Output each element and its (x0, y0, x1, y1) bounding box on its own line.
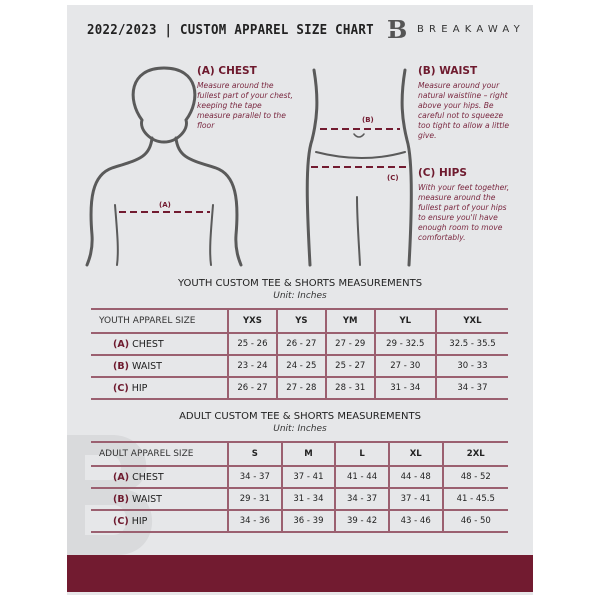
cell: 34 - 37 (227, 465, 282, 488)
cell: 37 - 41 (280, 465, 336, 488)
table-row: (C) HIP 34 - 36 36 - 39 39 - 42 43 - 46 46 -… (91, 509, 508, 533)
cell: 27 - 28 (275, 376, 326, 400)
cell: 30 - 33 (434, 354, 508, 377)
page-title: 2022/2023 | CUSTOM APPAREL SIZE CHART (87, 22, 374, 38)
cell: 43 - 46 (387, 509, 443, 533)
cell: 37 - 41 (387, 487, 443, 510)
adult-size-table: ADULT APPAREL SIZE S M L XL 2XL (A) CHES… (91, 441, 508, 533)
size-header: XL (387, 441, 443, 466)
adult-unit: Unit: Inches (273, 424, 327, 434)
youth-table-title: YOUTH CUSTOM TEE & SHORTS MEASUREMENTS (177, 278, 423, 289)
cell: 48 - 52 (441, 465, 508, 488)
header-label: ADULT APPAREL SIZE (91, 441, 228, 466)
table-row: (B) WAIST 23 - 24 24 - 25 25 - 27 27 - 30 30… (91, 354, 508, 377)
size-header: 2XL (441, 441, 508, 466)
adult-table-title: ADULT CUSTOM TEE & SHORTS MEASUREMENTS (179, 411, 421, 422)
cell: 39 - 42 (334, 509, 389, 533)
body-figures: (A) (B) (C) (85, 66, 413, 267)
logo-letter: B (387, 18, 407, 42)
footer-band (67, 555, 533, 592)
cell: 32.5 - 35.5 (434, 332, 508, 355)
cell: 36 - 39 (280, 509, 336, 533)
waist-heading: (B) WAIST (418, 65, 478, 77)
waist-text: Measure around your natural waistline – … (418, 81, 509, 140)
waist-marker: (B) (362, 116, 374, 124)
cell: 31 - 34 (280, 487, 336, 510)
hips-instructions: (C) HIPS With your feet together, measur… (418, 167, 516, 243)
youth-size-table: YOUTH APPAREL SIZE YXS YS YM YL YXL (A) … (91, 308, 508, 400)
cell: 25 - 27 (324, 354, 375, 377)
row-label: (A) CHEST (91, 332, 228, 355)
row-label: (C) HIP (91, 376, 228, 400)
cell: 25 - 26 (227, 332, 277, 355)
waist-instructions: (B) WAIST Measure around your natural wa… (418, 65, 516, 141)
hips-text: With your feet together, measure around … (418, 183, 510, 242)
size-header: S (227, 441, 282, 466)
cell: 24 - 25 (275, 354, 326, 377)
table-header-row: ADULT APPAREL SIZE S M L XL 2XL (91, 441, 508, 466)
cell: 41 - 44 (334, 465, 389, 488)
size-header: YS (275, 308, 326, 333)
cell: 41 - 45.5 (441, 487, 508, 510)
brand-name: BREAKAWAY (417, 24, 525, 35)
table-row: (A) CHEST 25 - 26 26 - 27 27 - 29 29 - 32.5… (91, 332, 508, 355)
table-row: (C) HIP 26 - 27 27 - 28 28 - 31 31 - 34 34 -… (91, 376, 508, 400)
cell: 34 - 36 (227, 509, 282, 533)
cell: 44 - 48 (387, 465, 443, 488)
size-chart-page: 2022/2023 | CUSTOM APPAREL SIZE CHART B … (67, 5, 533, 595)
cell: 27 - 30 (373, 354, 436, 377)
table-row: (B) WAIST 29 - 31 31 - 34 34 - 37 37 - 41 41… (91, 487, 508, 510)
upper-body-outline-icon (85, 66, 243, 267)
size-header: M (280, 441, 336, 466)
chest-instructions: (A) CHEST Measure around the fullest par… (197, 65, 297, 131)
cell: 26 - 27 (227, 376, 277, 400)
size-header: L (334, 441, 389, 466)
chest-marker: (A) (159, 201, 171, 209)
cell: 27 - 29 (324, 332, 375, 355)
cell: 34 - 37 (434, 376, 508, 400)
row-label: (A) CHEST (91, 465, 228, 488)
hips-heading: (C) HIPS (418, 167, 467, 179)
row-label: (B) WAIST (91, 354, 228, 377)
cell: 31 - 34 (373, 376, 436, 400)
youth-unit: Unit: Inches (273, 291, 327, 301)
chest-text: Measure around the fullest part of your … (197, 81, 293, 130)
row-label: (B) WAIST (91, 487, 228, 510)
header-label: YOUTH APPAREL SIZE (91, 308, 228, 333)
row-label: (C) HIP (91, 509, 228, 533)
lower-body-outline-icon (305, 68, 413, 267)
chest-heading: (A) CHEST (197, 65, 257, 77)
cell: 46 - 50 (441, 509, 508, 533)
size-header: YM (324, 308, 375, 333)
cell: 34 - 37 (334, 487, 389, 510)
breakaway-logo-icon: B (383, 18, 407, 42)
size-header: YL (373, 308, 436, 333)
cell: 28 - 31 (324, 376, 375, 400)
size-header: YXS (227, 308, 277, 333)
cell: 29 - 31 (227, 487, 282, 510)
size-header: YXL (434, 308, 508, 333)
hips-marker: (C) (387, 174, 399, 182)
table-row: (A) CHEST 34 - 37 37 - 41 41 - 44 44 - 48 48… (91, 465, 508, 488)
cell: 26 - 27 (275, 332, 326, 355)
cell: 23 - 24 (227, 354, 277, 377)
cell: 29 - 32.5 (373, 332, 436, 355)
table-header-row: YOUTH APPAREL SIZE YXS YS YM YL YXL (91, 308, 508, 333)
